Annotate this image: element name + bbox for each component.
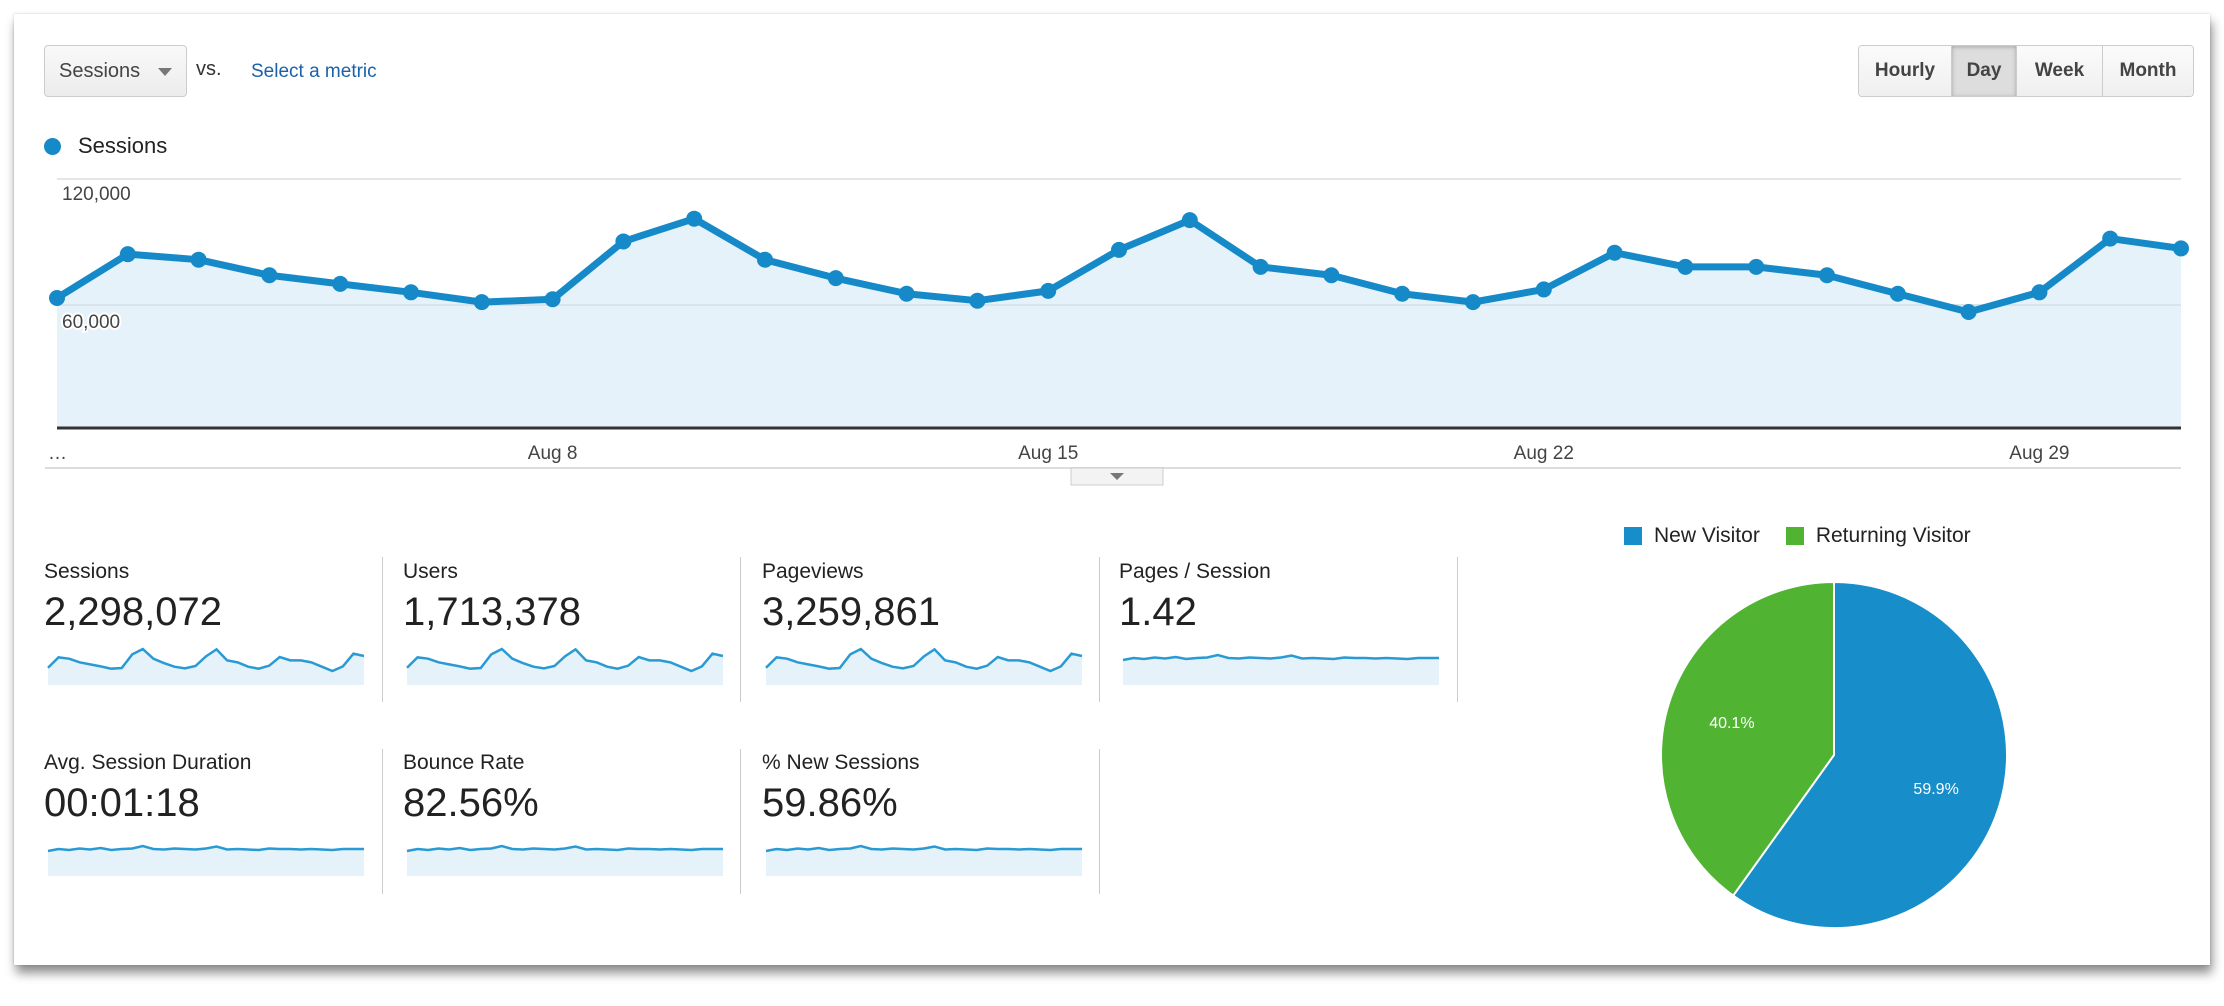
x-tick-label: Aug 29: [2009, 443, 2069, 464]
chevron-down-icon: [158, 68, 172, 76]
chart-legend-label: Sessions: [78, 133, 168, 158]
x-tick-label: Aug 15: [1018, 443, 1078, 464]
metric-select[interactable]: Sessions: [44, 45, 187, 97]
scorecard-label: Avg. Session Duration: [44, 751, 252, 774]
data-point[interactable]: [1606, 244, 1623, 261]
data-point[interactable]: [1748, 258, 1765, 275]
vs-label: vs.: [196, 58, 222, 80]
scorecard-bounce-rate[interactable]: Bounce Rate 82.56%: [403, 751, 733, 826]
scorecard-value: 1,713,378: [403, 590, 581, 634]
scorecard-sparkline: [406, 647, 724, 685]
x-start-label: …: [48, 443, 67, 464]
scorecard-divider: [1457, 557, 1458, 702]
scorecard-label: Sessions: [44, 560, 130, 583]
data-point[interactable]: [190, 251, 207, 268]
sessions-line-chart: 120,000 60,000 … Aug 8 Aug 15 Aug 22 Aug 29: [45, 178, 2189, 486]
data-point[interactable]: [898, 285, 915, 302]
scorecard-users[interactable]: Users 1,713,378: [403, 560, 733, 635]
pie-legend: New Visitor Returning Visitor: [1624, 524, 1971, 548]
scorecard-divider: [740, 749, 741, 894]
scorecard-value: 00:01:18: [44, 781, 200, 825]
data-point[interactable]: [403, 284, 419, 301]
data-point[interactable]: [1040, 282, 1057, 299]
data-point[interactable]: [969, 292, 986, 309]
y-tick-label: 60,000: [62, 312, 120, 333]
scorecard-sparkline: [765, 844, 1082, 876]
pie-slice-label: 59.9%: [1913, 781, 1958, 798]
data-point[interactable]: [827, 270, 844, 287]
select-metric-link[interactable]: Select a metric: [251, 61, 377, 82]
scorecard-divider: [382, 557, 383, 702]
data-point[interactable]: [2173, 240, 2189, 257]
data-point[interactable]: [757, 251, 773, 268]
scorecard-label: Pages / Session: [1119, 560, 1271, 583]
data-point[interactable]: [119, 246, 136, 263]
scorecard-divider: [382, 749, 383, 894]
data-point[interactable]: [1677, 258, 1694, 275]
scorecard-divider: [740, 557, 741, 702]
scorecard-pages-session[interactable]: Pages / Session 1.42: [1119, 560, 1449, 635]
pie-slice-new-visitor[interactable]: [1731, 580, 2008, 929]
scorecard-label: Users: [403, 560, 458, 583]
legend-dot-icon: [44, 138, 61, 155]
data-point[interactable]: [1252, 258, 1269, 275]
pie-slice-label: 40.1%: [1709, 715, 1754, 732]
scorecard--new-sessions[interactable]: % New Sessions 59.86%: [762, 751, 1092, 826]
pie-slice-returning-visitor[interactable]: [1660, 580, 1835, 897]
scorecard-divider: [1099, 749, 1100, 894]
interval-day-button[interactable]: Day: [1951, 46, 2016, 96]
data-point[interactable]: [615, 233, 632, 250]
data-point[interactable]: [1111, 241, 1127, 258]
legend-swatch-returning-visitor: [1785, 527, 1804, 545]
interval-toggle: Hourly Day Week Month: [1858, 45, 2194, 97]
scorecard-pageviews[interactable]: Pageviews 3,259,861: [762, 560, 1092, 635]
metric-select-value: Sessions: [59, 60, 141, 82]
data-point[interactable]: [1889, 285, 1906, 302]
y-tick-label: 120,000: [62, 184, 131, 205]
scorecard-value: 3,259,861: [762, 590, 940, 634]
scorecard-sparkline: [765, 647, 1083, 685]
interval-week-button[interactable]: Week: [2016, 46, 2102, 96]
data-point[interactable]: [1465, 294, 1481, 311]
interval-hourly-button[interactable]: Hourly: [1859, 46, 1951, 96]
scorecard-sparkline: [406, 844, 723, 876]
visitor-pie-chart: 59.9% 40.1%: [1660, 580, 2008, 929]
legend-swatch-new-visitor: [1624, 527, 1642, 545]
x-tick-label: Aug 8: [528, 443, 578, 464]
interval-month-button[interactable]: Month: [2102, 46, 2193, 96]
data-point[interactable]: [686, 210, 703, 227]
scorecard-sparkline: [47, 844, 364, 876]
scorecard-value: 59.86%: [762, 781, 898, 825]
scorecard-label: Bounce Rate: [403, 751, 525, 774]
scorecard-value: 1.42: [1119, 590, 1197, 634]
data-point[interactable]: [332, 275, 349, 292]
data-point[interactable]: [1535, 281, 1552, 298]
caret-down-icon: [1110, 473, 1124, 480]
data-point[interactable]: [261, 267, 278, 284]
scorecard-value: 82.56%: [403, 781, 539, 825]
data-point[interactable]: [1181, 212, 1198, 229]
legend-label-returning-visitor: Returning Visitor: [1815, 524, 1971, 547]
x-tick-label: Aug 22: [1514, 443, 1574, 464]
legend-label-new-visitor: New Visitor: [1654, 524, 1760, 547]
data-point[interactable]: [2031, 284, 2048, 301]
data-point[interactable]: [2102, 230, 2119, 247]
scorecard-divider: [1099, 557, 1100, 702]
data-point[interactable]: [1960, 303, 1977, 320]
scorecard-avg-session-duration[interactable]: Avg. Session Duration 00:01:18: [44, 751, 374, 826]
data-point[interactable]: [49, 290, 65, 307]
data-point[interactable]: [1819, 267, 1835, 284]
data-point[interactable]: [1394, 285, 1411, 302]
scorecard-sessions[interactable]: Sessions 2,298,072: [44, 560, 374, 635]
scorecard-label: Pageviews: [762, 560, 864, 583]
scorecard-value: 2,298,072: [44, 590, 222, 634]
scorecard-label: % New Sessions: [762, 751, 920, 774]
data-point[interactable]: [544, 291, 561, 308]
data-point[interactable]: [473, 294, 490, 311]
scorecard-sparkline: [1122, 653, 1439, 685]
data-point[interactable]: [1323, 267, 1340, 284]
scorecard-sparkline: [47, 647, 365, 685]
